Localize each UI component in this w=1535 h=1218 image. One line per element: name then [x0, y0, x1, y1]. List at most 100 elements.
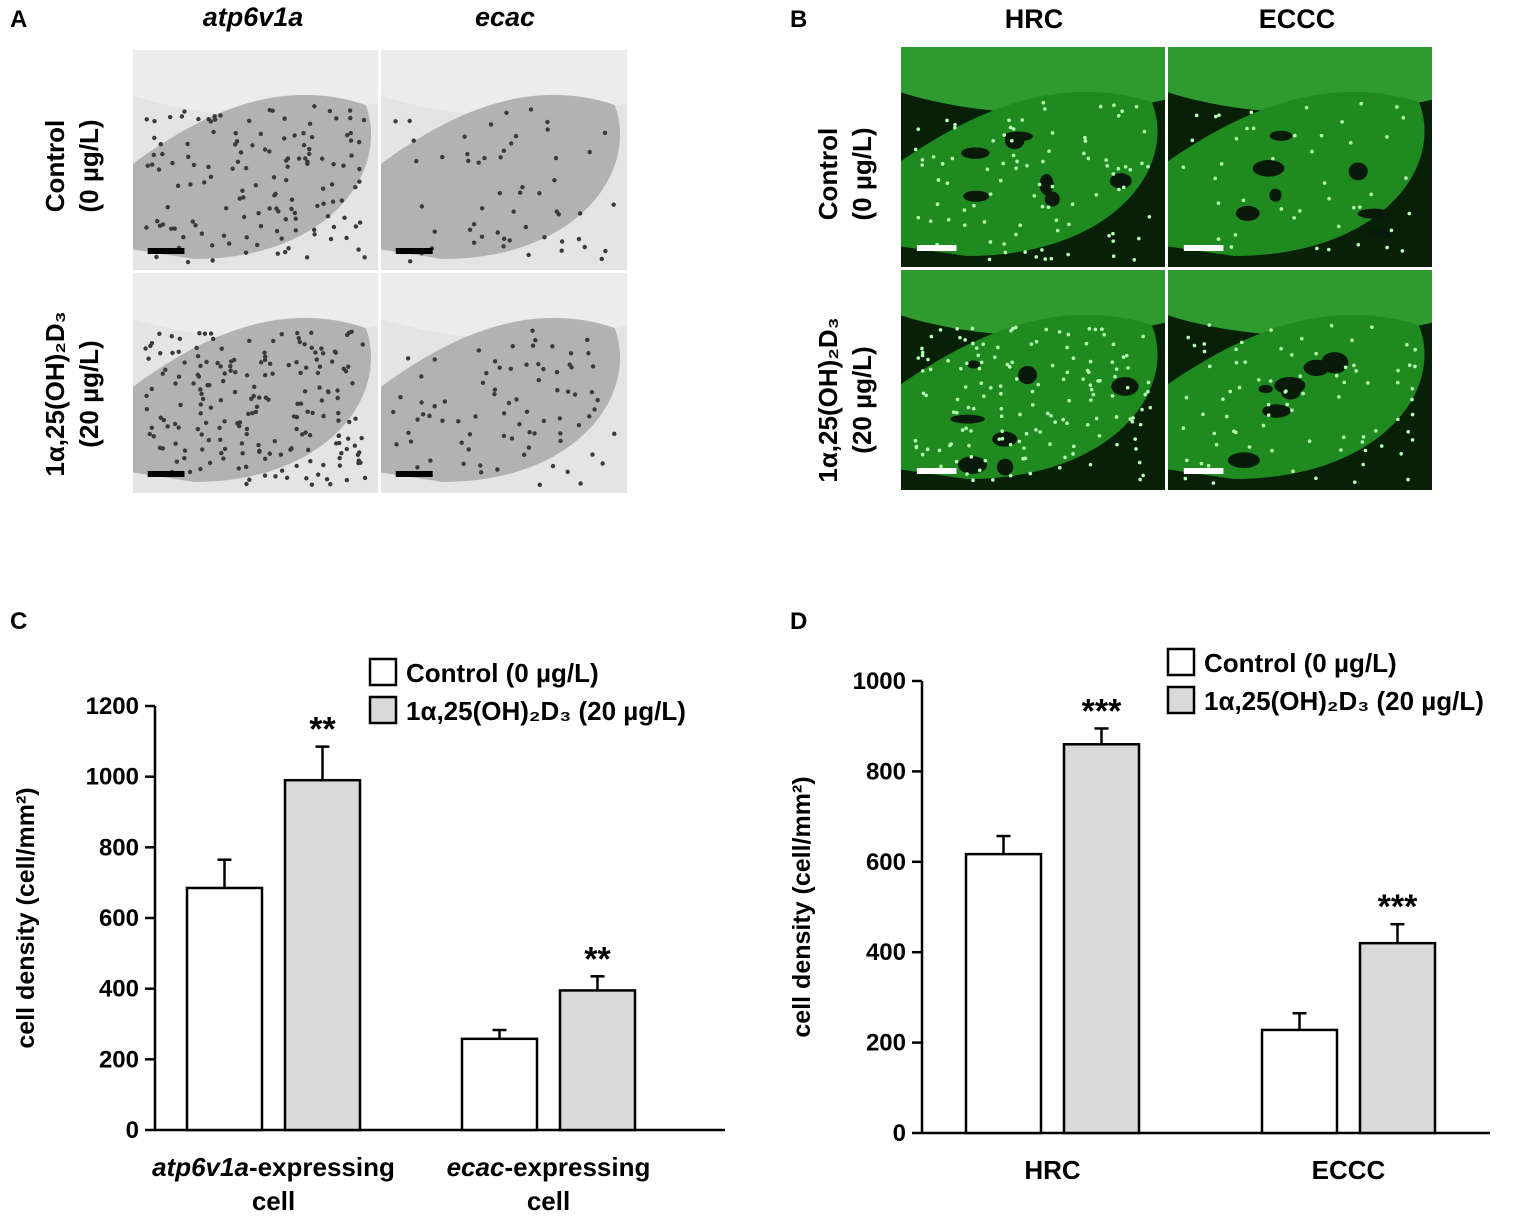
x-category-label: ecac-expressing: [447, 1152, 651, 1182]
micro-cell-dot: [1299, 336, 1304, 341]
micro-cell-dot: [1359, 101, 1364, 106]
micro-cell-dot: [211, 129, 216, 135]
micro-cell-dot: [279, 236, 284, 241]
micro-pigment: [1252, 160, 1285, 177]
micro-cell-dot: [1020, 118, 1025, 122]
micro-cell-dot: [333, 350, 338, 355]
micro-cell-dot: [317, 385, 322, 390]
micro-cell-dot: [1091, 392, 1096, 397]
micro-cell-dot: [246, 118, 252, 124]
micro-cell-dot: [951, 410, 956, 414]
micro-cell-dot: [1050, 184, 1055, 189]
micro-cell-dot: [411, 138, 416, 143]
micro-cell-dot: [981, 342, 985, 347]
micro-cell-dot: [179, 114, 185, 119]
y-tick-label: 400: [99, 976, 139, 1003]
micro-cell-dot: [1029, 342, 1034, 346]
micro-pigment: [996, 458, 1014, 476]
micro-cell-dot: [144, 393, 149, 399]
micro-pigment: [1018, 365, 1037, 385]
micro-cell-dot: [921, 391, 926, 396]
micro-cell-dot: [920, 369, 925, 373]
micro-pigment: [1348, 162, 1368, 181]
micro-cell-dot: [272, 439, 277, 444]
micro-cell-dot: [173, 441, 178, 446]
micro-pigment: [1227, 452, 1260, 468]
micro-cell-dot: [262, 473, 268, 478]
micro-cell-dot: [262, 147, 268, 152]
micro-cell-dot: [170, 160, 175, 166]
micro-cell-dot: [1022, 446, 1026, 450]
micro-cell-dot: [302, 389, 308, 394]
micro-pigment: [1262, 404, 1291, 418]
micro-cell-dot: [301, 142, 307, 148]
micro-cell-dot: [1034, 427, 1038, 432]
micro-cell-dot: [530, 328, 535, 333]
micro-cell-dot: [309, 482, 315, 487]
micro-cell-dot: [997, 437, 1002, 441]
micro-cell-dot: [471, 240, 477, 245]
micro-cell-dot: [925, 447, 930, 452]
micro-cell-dot: [478, 463, 483, 468]
panel-a-row-label-control: Control (0 µg/L): [40, 119, 104, 213]
bar-treated: [283, 778, 362, 1132]
micro-cell-dot: [313, 350, 318, 355]
micro-cell-dot: [587, 149, 592, 155]
micro-cell-dot: [569, 365, 574, 370]
micro-cell-dot: [1229, 245, 1234, 249]
micro-cell-dot: [1088, 383, 1093, 387]
micro-cell-dot: [238, 150, 244, 155]
panel-a-col-head-1: atp6v1a: [202, 2, 304, 32]
micro-cell-dot: [920, 452, 925, 457]
micro-pigment: [1269, 130, 1293, 141]
micro-cell-dot: [600, 461, 605, 466]
micro-cell-dot: [971, 478, 975, 483]
micro-cell-dot: [524, 409, 530, 414]
micro-cell-dot: [304, 255, 310, 260]
micro-cell-dot: [969, 429, 973, 433]
legend-swatch: [368, 695, 398, 725]
micro-cell-dot: [1030, 389, 1035, 394]
micro-cell-dot: [188, 182, 193, 187]
micro-cell-dot: [1067, 222, 1071, 227]
micro-cell-dot: [974, 346, 979, 350]
micro-cell-dot: [362, 475, 368, 481]
micro-cell-dot: [1410, 386, 1415, 391]
micro-cell-dot: [1292, 216, 1296, 220]
micro-cell-dot: [288, 447, 293, 452]
micro-cell-dot: [239, 441, 245, 446]
micro-cell-dot: [195, 426, 201, 432]
micro-pigment: [1367, 228, 1393, 239]
micro-cell-dot: [394, 442, 399, 447]
micro-cell-dot: [1138, 477, 1142, 482]
micro-cell-dot: [348, 130, 354, 136]
micro-cell-dot: [1283, 390, 1288, 394]
micro-cell-dot: [565, 469, 570, 475]
micro-cell-dot: [181, 235, 186, 240]
micro-cell-dot: [1032, 194, 1037, 198]
micro-cell-dot: [1015, 159, 1019, 164]
micro-cell-dot: [1141, 473, 1145, 478]
micro-pigment: [992, 431, 1018, 447]
micro-cell-dot: [1034, 255, 1039, 259]
micro-cell-dot: [336, 410, 341, 416]
micro-cell-dot: [420, 412, 426, 417]
micro-cell-dot: [173, 381, 178, 386]
micro-cell-dot: [924, 393, 929, 398]
micro-cell-dot: [1401, 115, 1406, 120]
scale-bar: [1183, 245, 1224, 251]
micro-cell-dot: [202, 331, 208, 336]
micro-cell-dot: [275, 251, 280, 256]
micro-cell-dot: [985, 167, 990, 172]
micro-cell-dot: [319, 346, 324, 351]
micro-cell-dot: [492, 391, 497, 397]
micro-cell-dot: [160, 222, 166, 227]
micro-cell-dot: [988, 192, 993, 196]
micro-cell-dot: [243, 464, 249, 470]
micro-cell-dot: [222, 419, 227, 424]
micro-cell-dot: [935, 202, 940, 207]
micro-cell-dot: [405, 356, 411, 361]
micro-cell-dot: [235, 159, 241, 164]
micro-cell-dot: [258, 223, 264, 229]
micrograph-b-hrc-treated: [901, 270, 1165, 490]
